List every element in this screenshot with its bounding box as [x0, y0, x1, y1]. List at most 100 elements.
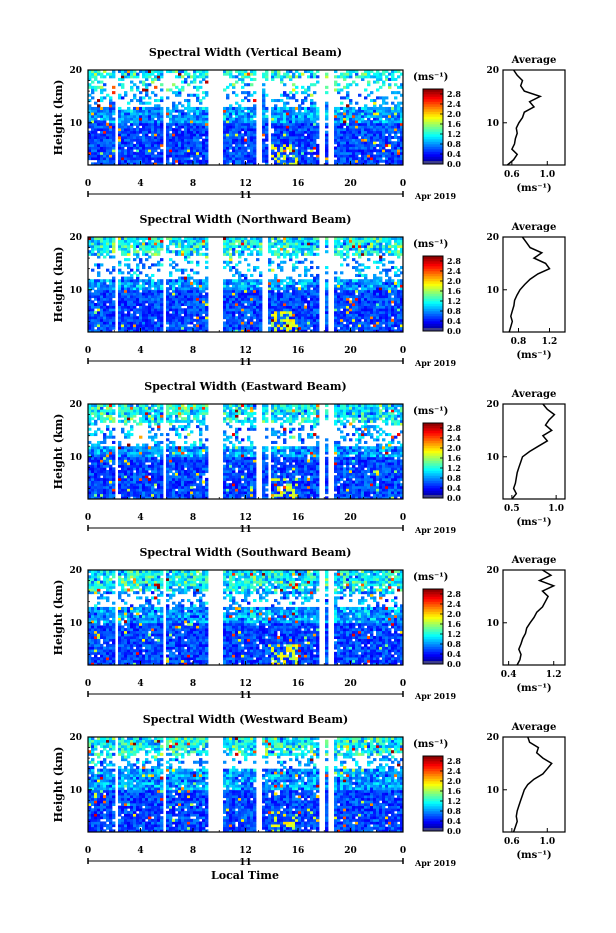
heatmap-cell — [244, 112, 247, 115]
heatmap-cell — [109, 118, 112, 121]
heatmap-cell — [121, 298, 124, 301]
heatmap-cell — [118, 300, 121, 303]
heatmap-cell — [241, 125, 244, 128]
heatmap-cell — [307, 245, 310, 248]
heatmap-cell — [301, 295, 304, 298]
heatmap-cell — [343, 303, 346, 306]
heatmap-cell — [133, 327, 136, 330]
heatmap-cell — [337, 152, 340, 155]
heatmap-cell — [337, 250, 340, 253]
heatmap-cell — [244, 96, 247, 99]
heatmap-cell — [352, 120, 355, 123]
heatmap-cell — [244, 308, 247, 311]
heatmap-cell — [355, 311, 358, 314]
heatmap-cell — [256, 298, 259, 301]
heatmap-cell — [145, 118, 148, 121]
heatmap-cell — [289, 157, 292, 160]
heatmap-cell — [295, 306, 298, 309]
heatmap-cell — [229, 327, 232, 330]
heatmap-cell — [187, 125, 190, 128]
heatmap-cell — [394, 112, 397, 115]
heatmap-cell — [133, 152, 136, 155]
heatmap-cell — [241, 242, 244, 245]
heatmap-cell — [100, 139, 103, 142]
heatmap-cell — [379, 123, 382, 126]
heatmap-cell — [94, 131, 97, 134]
heatmap-cell — [337, 298, 340, 301]
heatmap-cell — [160, 319, 163, 322]
heatmap-cell — [172, 118, 175, 121]
heatmap-cell — [112, 248, 115, 251]
heatmap-cell — [388, 295, 391, 298]
heatmap-cell — [196, 316, 199, 319]
heatmap-cell — [97, 120, 100, 123]
heatmap-cell — [241, 144, 244, 147]
heatmap-cell — [241, 147, 244, 150]
heatmap-cell — [133, 107, 136, 110]
heatmap-cell — [310, 154, 313, 157]
heatmap-cell — [256, 242, 259, 245]
heatmap-cell — [271, 141, 274, 144]
heatmap-cell — [373, 125, 376, 128]
heatmap-cell — [385, 125, 388, 128]
heatmap-cell — [109, 136, 112, 139]
heatmap-cell — [373, 298, 376, 301]
heatmap-cell — [136, 292, 139, 295]
heatmap-cell — [205, 110, 208, 113]
heatmap-cell — [343, 242, 346, 245]
heatmap-cell — [229, 125, 232, 128]
heatmap-cell — [340, 255, 343, 258]
heatmap-cell — [151, 282, 154, 285]
heatmap-cell — [112, 118, 115, 121]
heatmap-cell — [280, 314, 283, 317]
heatmap-cell — [304, 91, 307, 94]
heatmap-cell — [205, 141, 208, 144]
heatmap-cell — [304, 125, 307, 128]
heatmap-cell — [151, 133, 154, 136]
heatmap-cell — [280, 253, 283, 256]
heatmap-cell — [244, 306, 247, 309]
heatmap-cell — [184, 321, 187, 324]
heatmap-cell — [334, 316, 337, 319]
heatmap-cell — [253, 240, 256, 243]
heatmap-cell — [202, 327, 205, 330]
heatmap-cell — [292, 327, 295, 330]
heatmap-cell — [295, 250, 298, 253]
heatmap-cell — [391, 292, 394, 295]
heatmap-cell — [289, 147, 292, 150]
heatmap-cell — [388, 316, 391, 319]
heatmap-cell — [100, 112, 103, 115]
heatmap-cell — [292, 269, 295, 272]
heatmap-cell — [343, 287, 346, 290]
heatmap-cell — [283, 104, 286, 107]
heatmap-cell — [229, 104, 232, 107]
heatmap-cell — [199, 160, 202, 163]
heatmap-cell — [202, 149, 205, 152]
heatmap-cell — [244, 324, 247, 327]
heatmap-cell — [283, 314, 286, 317]
heatmap-cell — [178, 250, 181, 253]
heatmap-cell — [370, 279, 373, 282]
heatmap-cell — [202, 107, 205, 110]
heatmap-cell — [382, 285, 385, 288]
heatmap-cell — [373, 120, 376, 123]
panel-title: Spectral Width (Vertical Beam) — [149, 46, 342, 59]
heatmap-cell — [355, 266, 358, 269]
heatmap-cell — [283, 242, 286, 245]
heatmap-cell — [358, 271, 361, 274]
heatmap-cell — [175, 128, 178, 131]
heatmap-cell — [385, 139, 388, 142]
heatmap-cell — [295, 107, 298, 110]
heatmap-cell — [358, 279, 361, 282]
heatmap-cell — [298, 295, 301, 298]
heatmap-cell — [184, 292, 187, 295]
heatmap-cell — [376, 152, 379, 155]
heatmap-cell — [313, 160, 316, 163]
heatmap-cell — [112, 125, 115, 128]
heatmap-cell — [352, 245, 355, 248]
heatmap-cell — [355, 269, 358, 272]
heatmap-cell — [226, 115, 229, 118]
heatmap-cell — [373, 104, 376, 107]
heatmap-cell — [127, 316, 130, 319]
